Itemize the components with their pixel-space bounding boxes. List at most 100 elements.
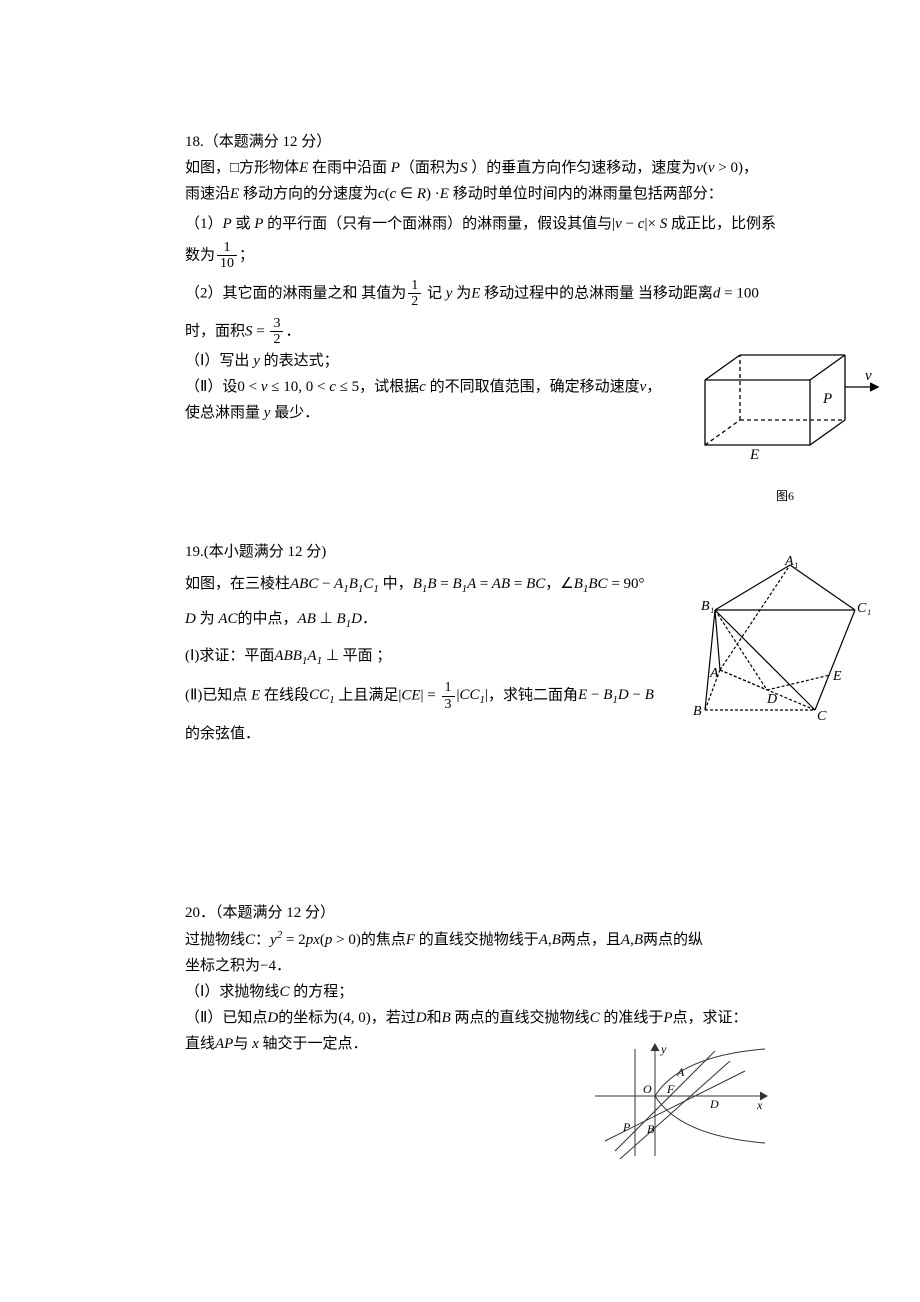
p18-line5: （2）其它面的淋雨量之和 其值为12 记 y 为E 移动过程中的总淋雨量 当移动…: [185, 278, 885, 310]
t: ．: [276, 958, 291, 974]
p19-number: 19.: [185, 544, 204, 560]
label-x: x: [756, 1098, 763, 1112]
p18-number: 18.: [185, 134, 204, 150]
m: d = 100: [713, 285, 759, 301]
t: ，试根据: [359, 379, 419, 395]
label-F: F: [666, 1082, 675, 1096]
m: v(v > 0): [696, 160, 743, 176]
t: 为: [456, 285, 471, 301]
t: 或: [232, 216, 255, 232]
t: 时，面积: [185, 323, 245, 339]
m: E − B1D − B: [578, 687, 654, 703]
m: ∠B1BC = 90°: [560, 576, 644, 592]
m: x: [248, 1036, 258, 1052]
t: (Ⅱ)已知点: [185, 687, 251, 703]
t: 移动方向的分速度为: [239, 186, 378, 202]
t: ．: [285, 323, 300, 339]
t: 移动时单位时间内的淋雨量包括两部分：: [449, 186, 723, 202]
prism-icon: A B C A₁ B₁ C₁ D E: [685, 555, 875, 720]
m: C: [245, 932, 255, 948]
t: ，: [646, 379, 661, 395]
m: E: [440, 186, 449, 202]
t: （Ⅰ）求抛物线: [185, 984, 279, 1000]
t: （Ⅱ）已知点: [185, 1010, 267, 1026]
p20-line3: （Ⅰ）求抛物线C 的方程；: [185, 980, 885, 1004]
t: 雨速沿: [185, 186, 230, 202]
parabola-icon: x y O A F D B P: [585, 1041, 775, 1171]
m: B1B = B1A = AB = BC: [413, 576, 546, 592]
label-B: B: [647, 1122, 655, 1136]
t: 平面 ；: [339, 648, 392, 664]
t: 的焦点: [361, 932, 406, 948]
label-O: O: [643, 1082, 652, 1096]
p20-line4: （Ⅱ）已知点D的坐标为(4, 0)，若过D和B 两点的直线交抛物线C 的准线于P…: [185, 1006, 885, 1030]
m: CC1: [309, 687, 335, 703]
label-B1: B₁: [701, 599, 714, 614]
t: ，求钝二面角: [488, 687, 578, 703]
t: ，: [743, 160, 758, 176]
t: ：: [255, 932, 270, 948]
t: 数为: [185, 247, 215, 263]
t: （Ⅰ）写出: [185, 353, 249, 369]
frac: 110: [217, 240, 237, 272]
label-D: D: [766, 692, 777, 707]
t: 在雨中沿面: [308, 160, 391, 176]
m: P: [663, 1010, 672, 1026]
t: 如图，在三棱柱: [185, 576, 290, 592]
m: ABB1A1 ⊥: [274, 648, 339, 664]
t: 的中点，: [238, 611, 298, 627]
m: −4: [260, 958, 276, 974]
t: 的余弦值．: [185, 726, 260, 742]
t: 两点，且: [561, 932, 621, 948]
p20-number: 20．: [185, 905, 215, 921]
label-P: P: [822, 391, 832, 407]
t: ；: [239, 247, 254, 263]
m: B: [442, 1010, 451, 1026]
m: ABC − A1B1C1: [290, 576, 379, 592]
t: 的不同取值范围，确定移动速度: [430, 379, 640, 395]
t: 的准线于: [600, 1010, 664, 1026]
t: 两点的纵: [643, 932, 703, 948]
m: S =: [245, 323, 268, 339]
p20-header: 20．（本题满分 12 分）: [185, 901, 885, 925]
label-C: C: [817, 709, 827, 720]
p18-points: （本题满分 12 分）: [204, 134, 332, 150]
m: AB ⊥ B1D: [298, 611, 362, 627]
label-A1: A₁: [784, 555, 798, 569]
p18-fig-caption: 图6: [690, 487, 880, 506]
t: 的方程；: [289, 984, 353, 1000]
t: 两点的直线交抛物线: [451, 1010, 590, 1026]
frac: 12: [408, 278, 421, 310]
m: S: [460, 160, 471, 176]
p18-line2: 雨速沿E 移动方向的分速度为c(c ∈ R) ·E 移动时单位时间内的淋雨量包括…: [185, 182, 885, 206]
m: A,B: [539, 932, 561, 948]
t: （Ⅱ）设: [185, 379, 237, 395]
label-E: E: [832, 669, 842, 684]
m: y2 = 2px(p > 0): [270, 932, 361, 948]
t: (Ⅰ)求证：平面: [185, 648, 274, 664]
t: ，若过: [371, 1010, 416, 1026]
page-content: 18.（本题满分 12 分） 如图，□方形物体E 在雨中沿面 P（面积为S ）的…: [185, 130, 885, 1116]
t: 中，: [379, 576, 413, 592]
t: 移动过程中的总淋雨量 当移动距离: [480, 285, 713, 301]
p18-line3: （1）P 或 P 的平行面（只有一个面淋雨）的淋雨量，假设其值与|v − c|×…: [185, 212, 885, 236]
label-D: D: [709, 1097, 719, 1111]
t: 如图，□方形物体: [185, 160, 299, 176]
p18-line6: 时，面积S = 32．: [185, 316, 885, 348]
t: 点，求证：: [673, 1010, 748, 1026]
t: 记: [423, 285, 446, 301]
label-E: E: [749, 447, 759, 463]
m: AP: [215, 1036, 233, 1052]
t: 的直线交抛物线于: [419, 932, 539, 948]
p20-line1: 过抛物线C：y2 = 2px(p > 0)的焦点F 的直线交抛物线于A,B两点，…: [185, 927, 885, 952]
p18-line1: 如图，□方形物体E 在雨中沿面 P（面积为S ）的垂直方向作匀速移动，速度为v(…: [185, 156, 885, 180]
t: （1）: [185, 216, 223, 232]
m: E: [251, 687, 260, 703]
t: 最少．: [270, 405, 319, 421]
m: P: [391, 160, 400, 176]
t: 的表达式；: [260, 353, 339, 369]
m: C: [279, 984, 289, 1000]
t: ）的垂直方向作匀速移动，速度为: [471, 160, 696, 176]
t: 使总淋雨量: [185, 405, 260, 421]
label-C1: C₁: [857, 601, 871, 616]
